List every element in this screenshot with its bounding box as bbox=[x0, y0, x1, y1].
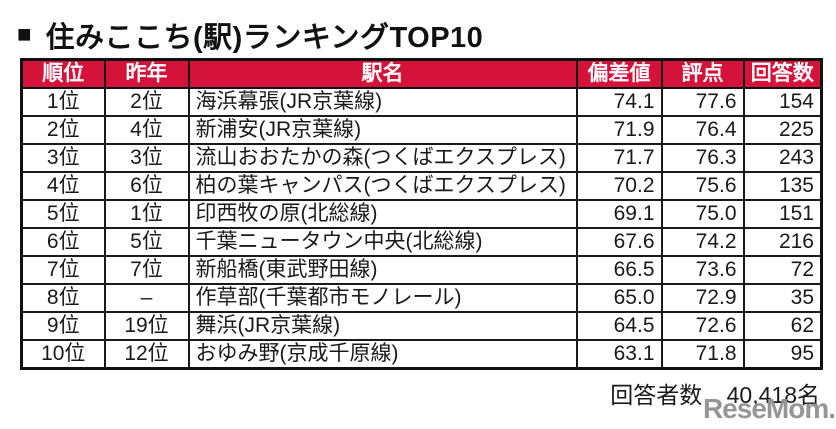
cell-responses: 225 bbox=[742, 115, 823, 145]
col-header-deviation: 偏差値 bbox=[575, 58, 663, 89]
cell-responses: 135 bbox=[742, 171, 823, 201]
table-row: 6位 5位 千葉ニュータウン中央(北総線) 67.6 74.2 216 bbox=[20, 227, 823, 257]
cell-station: 作草部(千葉都市モノレール) bbox=[187, 283, 578, 313]
cell-rank: 1位 bbox=[20, 87, 106, 117]
cell-rank: 9位 bbox=[20, 311, 106, 341]
cell-rank: 8位 bbox=[20, 283, 106, 313]
cell-station: 印西牧の原(北総線) bbox=[187, 199, 578, 229]
cell-station: 海浜幕張(JR京葉線) bbox=[187, 87, 578, 117]
respondents-value: 40,418名 bbox=[726, 382, 820, 408]
table-row: 8位 – 作草部(千葉都市モノレール) 65.0 72.9 35 bbox=[20, 283, 823, 313]
cell-station: 舞浜(JR京葉線) bbox=[187, 311, 578, 341]
cell-deviation: 71.9 bbox=[575, 115, 663, 145]
cell-deviation: 74.1 bbox=[575, 87, 663, 117]
cell-last-year: – bbox=[103, 283, 190, 313]
cell-rank: 7位 bbox=[20, 255, 106, 285]
table-row: 1位 2位 海浜幕張(JR京葉線) 74.1 77.6 154 bbox=[20, 87, 823, 117]
cell-rank: 4位 bbox=[20, 171, 106, 201]
cell-responses: 62 bbox=[742, 311, 823, 341]
cell-last-year: 4位 bbox=[103, 115, 190, 145]
cell-score: 75.0 bbox=[660, 199, 745, 229]
col-header-rank: 順位 bbox=[20, 58, 106, 89]
cell-last-year: 2位 bbox=[103, 87, 190, 117]
cell-score: 74.2 bbox=[660, 227, 745, 257]
table-row: 4位 6位 柏の葉キャンパス(つくばエクスプレス) 70.2 75.6 135 bbox=[20, 171, 823, 201]
cell-rank: 2位 bbox=[20, 115, 106, 145]
cell-score: 73.6 bbox=[660, 255, 745, 285]
cell-score: 72.6 bbox=[660, 311, 745, 341]
col-header-last-year: 昨年 bbox=[103, 58, 190, 89]
cell-deviation: 64.5 bbox=[575, 311, 663, 341]
resemom-watermark-logo: ReseMom. bbox=[702, 393, 836, 424]
cell-station: 柏の葉キャンパス(つくばエクスプレス) bbox=[187, 171, 578, 201]
respondents-label: 回答者数 bbox=[610, 382, 703, 408]
table-row: 9位 19位 舞浜(JR京葉線) 64.5 72.6 62 bbox=[20, 311, 823, 341]
cell-deviation: 66.5 bbox=[575, 255, 663, 285]
cell-responses: 154 bbox=[742, 87, 823, 117]
ranking-table: 順位 昨年 駅名 偏差値 評点 回答数 1位 2位 海浜幕張(JR京葉線) 74… bbox=[20, 58, 823, 370]
cell-rank: 10位 bbox=[20, 339, 106, 370]
cell-station: 新船橋(東武野田線) bbox=[187, 255, 578, 285]
cell-score: 76.3 bbox=[660, 143, 745, 173]
cell-last-year: 7位 bbox=[103, 255, 190, 285]
cell-deviation: 69.1 bbox=[575, 199, 663, 229]
cell-station: おゆみ野(京成千原線) bbox=[187, 339, 578, 370]
table-row: 2位 4位 新浦安(JR京葉線) 71.9 76.4 225 bbox=[20, 115, 823, 145]
ranking-table-body: 1位 2位 海浜幕張(JR京葉線) 74.1 77.6 154 2位 4位 新浦… bbox=[20, 87, 823, 370]
cell-last-year: 3位 bbox=[103, 143, 190, 173]
cell-last-year: 1位 bbox=[103, 199, 190, 229]
page-title-text: 住みここち(駅)ランキングTOP10 bbox=[45, 22, 484, 54]
cell-station: 新浦安(JR京葉線) bbox=[187, 115, 578, 145]
cell-deviation: 70.2 bbox=[575, 171, 663, 201]
table-row: 10位 12位 おゆみ野(京成千原線) 63.1 71.8 95 bbox=[20, 339, 823, 370]
cell-score: 77.6 bbox=[660, 87, 745, 117]
cell-responses: 216 bbox=[742, 227, 823, 257]
table-row: 3位 3位 流山おおたかの森(つくばエクスプレス) 71.7 76.3 243 bbox=[20, 143, 823, 173]
col-header-responses: 回答数 bbox=[742, 58, 823, 89]
cell-station: 流山おおたかの森(つくばエクスプレス) bbox=[187, 143, 578, 173]
cell-last-year: 12位 bbox=[103, 339, 190, 370]
cell-responses: 151 bbox=[742, 199, 823, 229]
cell-deviation: 67.6 bbox=[575, 227, 663, 257]
cell-score: 76.4 bbox=[660, 115, 745, 145]
cell-rank: 6位 bbox=[20, 227, 106, 257]
cell-deviation: 71.7 bbox=[575, 143, 663, 173]
cell-station: 千葉ニュータウン中央(北総線) bbox=[187, 227, 578, 257]
cell-last-year: 6位 bbox=[103, 171, 190, 201]
respondents-line: 回答者数 40,418名 bbox=[20, 376, 820, 410]
cell-responses: 243 bbox=[742, 143, 823, 173]
col-header-score: 評点 bbox=[660, 58, 745, 89]
cell-responses: 72 bbox=[742, 255, 823, 285]
cell-last-year: 19位 bbox=[103, 311, 190, 341]
cell-rank: 3位 bbox=[20, 143, 106, 173]
page-title: ■ 住みここち(駅)ランキングTOP10 bbox=[17, 14, 483, 56]
cell-rank: 5位 bbox=[20, 199, 106, 229]
table-row: 5位 1位 印西牧の原(北総線) 69.1 75.0 151 bbox=[20, 199, 823, 229]
cell-deviation: 65.0 bbox=[575, 283, 663, 313]
cell-score: 72.9 bbox=[660, 283, 745, 313]
cell-responses: 95 bbox=[742, 339, 823, 370]
cell-last-year: 5位 bbox=[103, 227, 190, 257]
cell-responses: 35 bbox=[742, 283, 823, 313]
cell-score: 71.8 bbox=[660, 339, 745, 370]
cell-deviation: 63.1 bbox=[575, 339, 663, 370]
col-header-station: 駅名 bbox=[187, 58, 578, 89]
square-bullet-icon: ■ bbox=[17, 21, 32, 48]
table-header-row: 順位 昨年 駅名 偏差値 評点 回答数 bbox=[20, 58, 823, 89]
table-row: 7位 7位 新船橋(東武野田線) 66.5 73.6 72 bbox=[20, 255, 823, 285]
cell-score: 75.6 bbox=[660, 171, 745, 201]
